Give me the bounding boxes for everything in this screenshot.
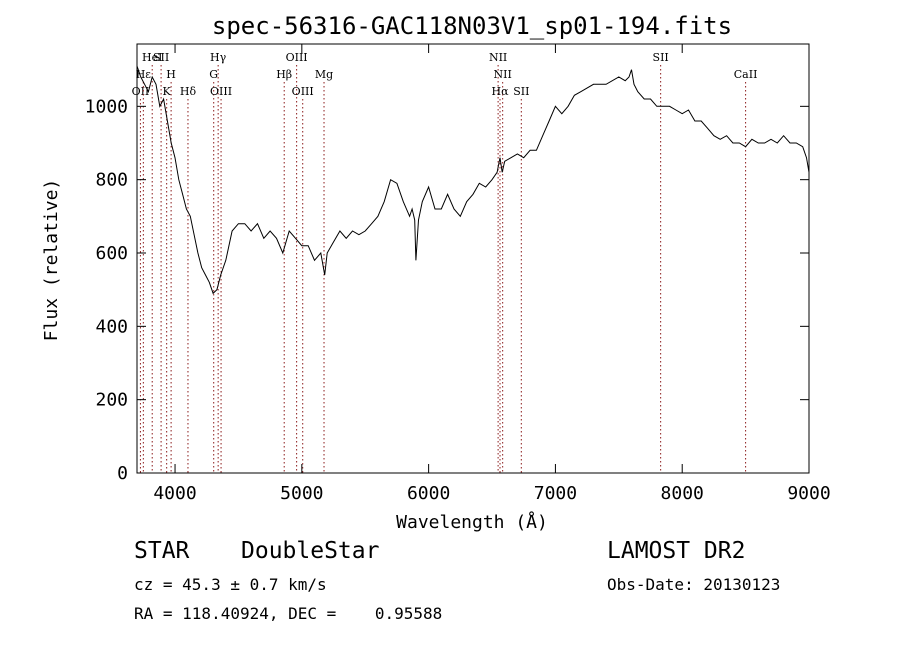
marker-label-12: OIII xyxy=(292,85,314,98)
series-group xyxy=(136,65,810,295)
y-tick-label: 400 xyxy=(95,316,128,337)
y-tick-label: 200 xyxy=(95,390,128,411)
marker-label-2: HeI xyxy=(142,51,162,64)
x-tick-label: 5000 xyxy=(280,483,323,504)
marker-label-19: CaII xyxy=(734,68,758,81)
marker-label-17: SII xyxy=(513,85,529,98)
y-tick-label: 600 xyxy=(95,243,128,264)
y-tick-label: 0 xyxy=(117,463,128,484)
x-tick-label: 6000 xyxy=(407,483,450,504)
marker-label-10: Hβ xyxy=(276,68,292,81)
marker-label-7: Hγ xyxy=(210,51,227,64)
marker-label-18: SII xyxy=(653,51,669,64)
coordinates: RA = 118.40924, DEC = 0.95588 xyxy=(134,604,443,623)
survey-name: LAMOST DR2 xyxy=(607,538,746,564)
marker-label-14: NII xyxy=(489,51,507,64)
x-tick-label: 7000 xyxy=(534,483,577,504)
x-tick-label: 9000 xyxy=(787,483,830,504)
x-axis-label: Wavelength (Å) xyxy=(396,511,548,533)
x-tick-label: 8000 xyxy=(661,483,704,504)
object-class: STAR xyxy=(134,538,190,564)
marker-label-1: Hε xyxy=(136,68,152,81)
marker-label-8: G xyxy=(209,68,218,81)
marker-label-6: Hδ xyxy=(180,85,197,98)
plot-frame xyxy=(136,43,810,474)
y-axis-label: Flux (relative) xyxy=(41,179,62,342)
chart-title: spec-56316-GAC118N03V1_sp01-194.fits xyxy=(212,12,732,40)
x-tick-label: 4000 xyxy=(153,483,196,504)
marker-label-0: OII xyxy=(132,85,150,98)
spectral-line-markers: OIIHεHeISIIKHHδHγGOIIIHβOIIIOIIIMgNIINII… xyxy=(132,51,758,473)
marker-label-4: K xyxy=(163,85,172,98)
marker-label-13: Mg xyxy=(315,68,333,81)
y-tick-label: 800 xyxy=(95,170,128,191)
y-tick-label: 1000 xyxy=(85,96,128,117)
series-line-0 xyxy=(136,65,810,295)
axis-ticks: 4000 5000 6000 7000 8000 9000 0 200 400 600 800 100… xyxy=(85,44,831,504)
marker-label-5: H xyxy=(166,68,176,81)
redshift-velocity: cz = 45.3 ± 0.7 km/s xyxy=(134,575,327,594)
marker-label-3: SII xyxy=(153,51,169,64)
observation-date: Obs-Date: 20130123 xyxy=(607,575,781,594)
marker-label-15: NII xyxy=(494,68,512,81)
object-subclass: DoubleStar xyxy=(241,538,380,564)
marker-label-11: OIII xyxy=(286,51,308,64)
marker-label-16: Hα xyxy=(491,85,509,98)
marker-label-9: OIII xyxy=(210,85,232,98)
